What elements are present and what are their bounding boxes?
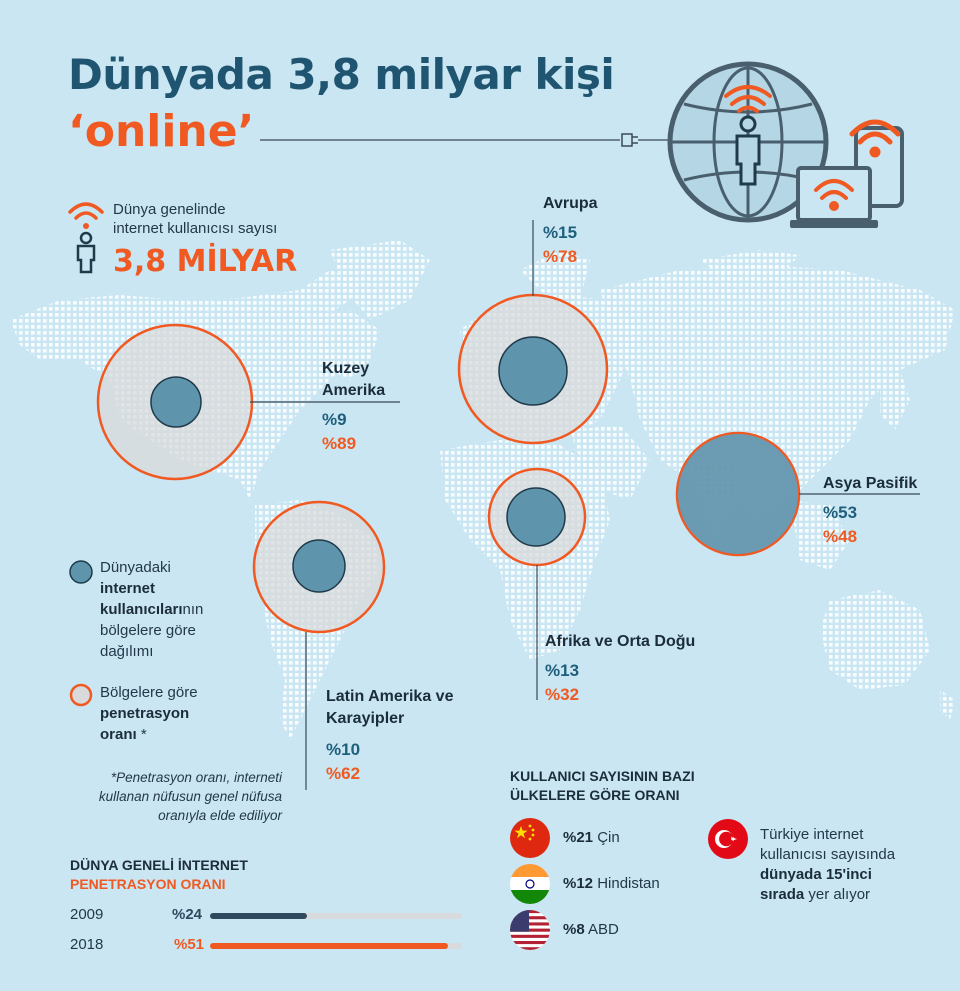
region-latin-america: Latin Amerika ve Karayipler %10 %62 [326, 686, 453, 786]
total-value: 3,8 MİLYAR [113, 244, 298, 279]
page-subtitle: ‘online’ [68, 106, 255, 157]
bar-fill [210, 913, 307, 919]
north-america-circle [96, 323, 254, 481]
region-europe: Avrupa %15 %78 [543, 193, 598, 269]
legend-users: Dünyadaki internet kullanıcılarının bölg… [100, 559, 204, 660]
region-north-america: Kuzey Amerika %9 %89 [322, 358, 385, 456]
page-title: Dünyada 3,8 milyar kişi [68, 50, 615, 99]
person-icon [735, 115, 761, 186]
penetration-value: %78 [543, 247, 578, 266]
country-row-usa: %8 ABD [563, 921, 619, 938]
wifi-icon [724, 85, 772, 113]
share-value: %13 [545, 661, 580, 680]
asia-pacific-circle [675, 431, 801, 557]
share-value: %9 [322, 410, 347, 429]
footnote: *Penetrasyon oranı, interneti kullanan n… [98, 770, 282, 823]
connector-line [260, 133, 670, 147]
countries-title: KULLANICI SAYISININ BAZI ÜLKELERE GÖRE O… [510, 768, 695, 803]
total-label: Dünya genelinde internet kullanıcısı say… [113, 201, 278, 237]
penetration-value: %62 [326, 764, 361, 783]
share-value: %15 [543, 223, 578, 242]
europe-circle [457, 293, 609, 445]
globe-devices-illustration [667, 61, 904, 228]
wifi-icon [814, 179, 854, 211]
turkey-note: Türkiye internet kullanıcısı sayısında d… [760, 826, 896, 903]
africa-middle-east-circle [487, 467, 587, 567]
india-flag-icon [510, 864, 550, 904]
penetration-value: %89 [322, 434, 357, 453]
year-label: 2009 [70, 906, 104, 923]
share-value: %10 [326, 740, 361, 759]
country-row-india: %12 Hindistan [563, 875, 660, 892]
global-penetration-title: DÜNYA GENELİ İNTERNET PENETRASYON ORANI [70, 857, 248, 892]
wifi-icon [849, 119, 901, 158]
penetration-row-2018: 2018 %51 [70, 936, 470, 956]
value-label: %24 [172, 906, 203, 923]
legend-penetration: Bölgelere göre penetrasyon oranı * [100, 684, 198, 743]
value-label: %51 [174, 936, 205, 953]
penetration-row-2009: 2009 %24 [70, 906, 470, 926]
region-africa-middle-east: Afrika ve Orta Doğu %13 %32 [545, 631, 695, 707]
country-row-china: %21 Çin [563, 829, 620, 846]
region-asia-pacific: Asya Pasifik %53 %48 [823, 473, 917, 549]
usa-flag-icon [510, 910, 550, 950]
year-label: 2018 [70, 936, 104, 953]
turkey-flag-icon [708, 819, 748, 859]
china-flag-icon [510, 818, 550, 858]
share-value: %53 [823, 503, 858, 522]
bar-fill [210, 943, 448, 949]
person-wifi-icon [68, 202, 104, 274]
latin-america-circle [252, 500, 386, 634]
legend-penetration-icon [69, 683, 93, 707]
penetration-value: %48 [823, 527, 858, 546]
bar-track [210, 913, 462, 919]
penetration-value: %32 [545, 685, 580, 704]
legend-users-icon [69, 560, 93, 584]
